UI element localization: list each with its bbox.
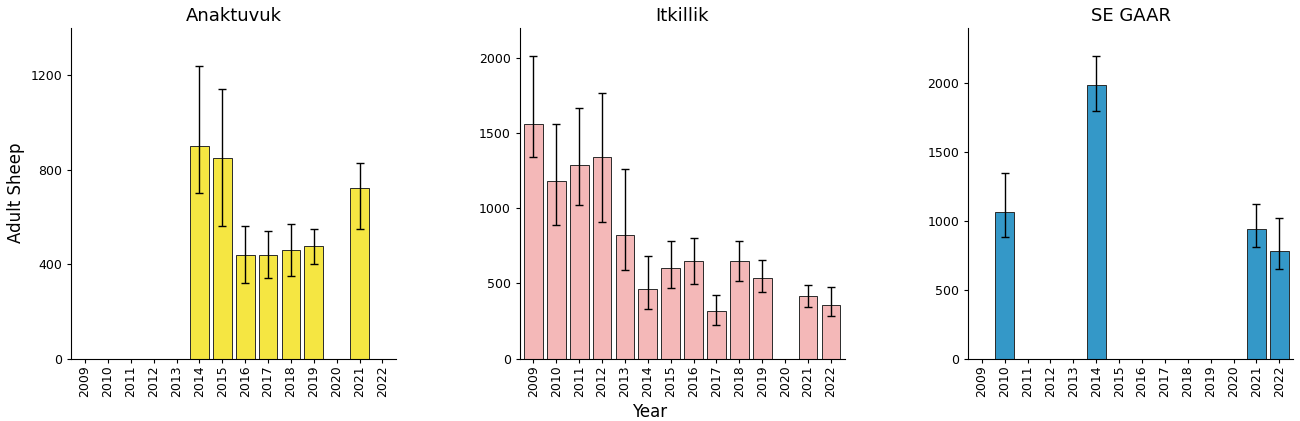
Bar [753,278,772,359]
Bar [731,261,749,359]
Bar [235,255,255,359]
Bar [350,189,369,359]
Bar [798,296,818,359]
Title: Itkillik: Itkillik [655,7,709,25]
Title: SE GAAR: SE GAAR [1091,7,1170,25]
Bar [822,305,840,359]
Bar [1247,229,1266,359]
Text: Year: Year [632,403,668,421]
Bar [996,213,1014,359]
Bar [547,181,566,359]
Bar [1087,85,1105,359]
Bar [213,158,231,359]
Bar [684,261,703,359]
Bar [259,255,277,359]
Bar [304,246,324,359]
Bar [638,289,658,359]
Bar [593,157,611,359]
Bar [662,268,680,359]
Bar [569,165,589,359]
Bar [524,124,543,359]
Y-axis label: Adult Sheep: Adult Sheep [6,143,25,243]
Bar [282,250,300,359]
Bar [1270,251,1288,359]
Bar [190,146,209,359]
Bar [616,235,634,359]
Bar [707,311,725,359]
Title: Anaktuvuk: Anaktuvuk [186,7,282,25]
